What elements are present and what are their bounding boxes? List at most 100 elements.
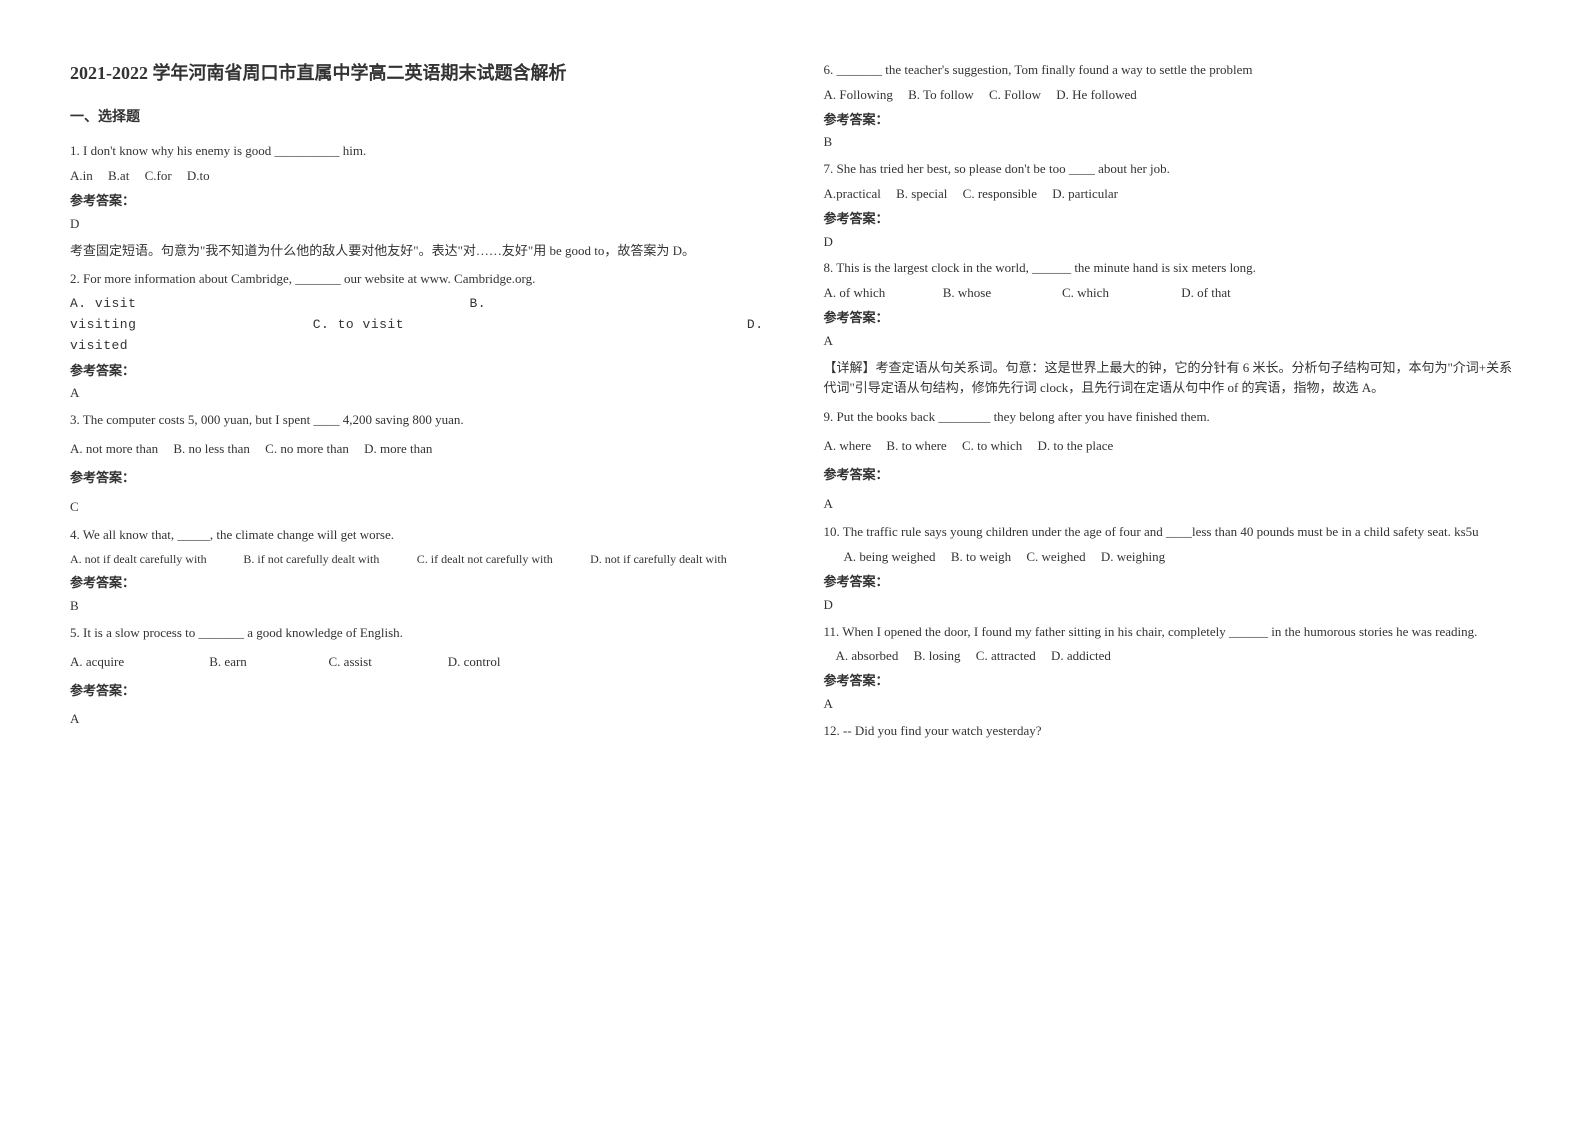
q8-explanation: 【详解】考查定语从句关系词。句意：这是世界上最大的钟，它的分针有 6 米长。分析… [824, 358, 1518, 400]
q4-answer: B [70, 596, 764, 617]
q3-opt-b: B. no less than [173, 439, 250, 460]
q1-options: A.in B.at C.for D.to [70, 166, 764, 187]
q3-opt-a: A. not more than [70, 439, 158, 460]
q3-answer-label: 参考答案： [70, 468, 764, 489]
q7-opt-a: A.practical [824, 184, 881, 205]
question-11: 11. When I opened the door, I found my f… [824, 622, 1518, 715]
q5-opt-d: D. control [448, 652, 501, 673]
q11-answer: A [824, 694, 1518, 715]
q11-options: A. absorbed B. losing C. attracted D. ad… [824, 646, 1518, 667]
q11-opt-c: C. attracted [976, 646, 1036, 667]
q11-text: 11. When I opened the door, I found my f… [824, 622, 1518, 643]
q1-answer: D [70, 214, 764, 235]
q2-opt-b-text: visiting [70, 315, 313, 336]
q2-opt-b-marker: B. [382, 294, 763, 315]
q3-text: 3. The computer costs 5, 000 yuan, but I… [70, 410, 764, 431]
q6-opt-c: C. Follow [989, 85, 1041, 106]
q8-opt-b: B. whose [943, 283, 1043, 304]
q6-answer-label: 参考答案： [824, 110, 1518, 131]
q3-opt-d: D. more than [364, 439, 432, 460]
right-column: 6. _______ the teacher's suggestion, Tom… [824, 60, 1518, 748]
q8-answer: A [824, 331, 1518, 352]
q8-answer-label: 参考答案： [824, 308, 1518, 329]
q9-options: A. where B. to where C. to which D. to t… [824, 436, 1518, 457]
q6-text: 6. _______ the teacher's suggestion, Tom… [824, 60, 1518, 81]
q10-answer-label: 参考答案： [824, 572, 1518, 593]
q10-opt-c: C. weighed [1026, 547, 1085, 568]
q5-answer: A [70, 709, 764, 730]
q11-opt-d: D. addicted [1051, 646, 1111, 667]
q9-answer-label: 参考答案： [824, 465, 1518, 486]
q2-answer-label: 参考答案： [70, 361, 764, 382]
q3-options: A. not more than B. no less than C. no m… [70, 439, 764, 460]
q6-opt-b: B. To follow [908, 85, 974, 106]
q2-answer: A [70, 383, 764, 404]
q9-opt-a: A. where [824, 436, 872, 457]
q11-opt-b: B. losing [914, 646, 961, 667]
q5-text: 5. It is a slow process to _______ a goo… [70, 623, 764, 644]
q4-opt-b: B. if not carefully dealt with [243, 550, 416, 569]
q8-opt-d: D. of that [1181, 283, 1230, 304]
q11-opt-a: A. absorbed [836, 646, 899, 667]
q1-answer-label: 参考答案： [70, 191, 764, 212]
question-1: 1. I don't know why his enemy is good __… [70, 141, 764, 261]
q9-answer: A [824, 494, 1518, 515]
q4-answer-label: 参考答案： [70, 573, 764, 594]
document-title: 2021-2022 学年河南省周口市直属中学高二英语期末试题含解析 [70, 60, 764, 87]
q8-text: 8. This is the largest clock in the worl… [824, 258, 1518, 279]
q4-opt-c: C. if dealt not carefully with [417, 550, 590, 569]
q3-answer: C [70, 497, 764, 518]
q5-opt-a: A. acquire [70, 652, 190, 673]
q2-opt-c: C. to visit [313, 315, 521, 336]
page-container: 2021-2022 学年河南省周口市直属中学高二英语期末试题含解析 一、选择题 … [70, 60, 1517, 748]
q1-opt-c: C.for [145, 166, 172, 187]
q10-text: 10. The traffic rule says young children… [824, 522, 1518, 543]
q10-opt-b: B. to weigh [951, 547, 1011, 568]
q6-options: A. Following B. To follow C. Follow D. H… [824, 85, 1518, 106]
q2-opt-d-marker: D. [521, 315, 764, 336]
question-3: 3. The computer costs 5, 000 yuan, but I… [70, 410, 764, 517]
q6-opt-a: A. Following [824, 85, 893, 106]
q2-text-content: 2. For more information about Cambridge,… [70, 271, 535, 286]
q8-options: A. of which B. whose C. which D. of that [824, 283, 1518, 304]
q10-opt-a: A. being weighed [844, 547, 936, 568]
q7-answer: D [824, 232, 1518, 253]
q5-opt-b: B. earn [209, 652, 309, 673]
q4-opt-d: D. not if carefully dealt with [590, 550, 763, 569]
question-10: 10. The traffic rule says young children… [824, 522, 1518, 615]
q6-opt-d: D. He followed [1056, 85, 1137, 106]
question-2: 2. For more information about Cambridge,… [70, 269, 764, 404]
q9-text: 9. Put the books back ________ they belo… [824, 407, 1518, 428]
q7-answer-label: 参考答案： [824, 209, 1518, 230]
q12-text: 12. -- Did you find your watch yesterday… [824, 721, 1518, 742]
section-header: 一、选择题 [70, 107, 764, 129]
q7-opt-c: C. responsible [963, 184, 1037, 205]
q1-explanation: 考查固定短语。句意为"我不知道为什么他的敌人要对他友好"。表达"对……友好"用 … [70, 241, 764, 262]
q9-opt-c: C. to which [962, 436, 1022, 457]
q6-answer: B [824, 132, 1518, 153]
question-12: 12. -- Did you find your watch yesterday… [824, 721, 1518, 742]
q2-opt-a: A. visit [70, 294, 382, 315]
q2-opt-d-text: visited [70, 338, 128, 353]
question-5: 5. It is a slow process to _______ a goo… [70, 623, 764, 730]
q1-text: 1. I don't know why his enemy is good __… [70, 141, 764, 162]
question-7: 7. She has tried her best, so please don… [824, 159, 1518, 252]
q10-answer: D [824, 595, 1518, 616]
q4-opt-a: A. not if dealt carefully with [70, 550, 243, 569]
left-column: 2021-2022 学年河南省周口市直属中学高二英语期末试题含解析 一、选择题 … [70, 60, 764, 748]
q1-opt-d: D.to [187, 166, 210, 187]
q4-text: 4. We all know that, _____, the climate … [70, 525, 764, 546]
question-8: 8. This is the largest clock in the worl… [824, 258, 1518, 399]
q5-answer-label: 参考答案： [70, 681, 764, 702]
q2-options: A. visit B. visiting C. to visit D. visi… [70, 294, 764, 356]
question-6: 6. _______ the teacher's suggestion, Tom… [824, 60, 1518, 153]
q5-options: A. acquire B. earn C. assist D. control [70, 652, 764, 673]
q9-opt-d: D. to the place [1038, 436, 1114, 457]
q9-opt-b: B. to where [886, 436, 946, 457]
q10-opt-d: D. weighing [1101, 547, 1165, 568]
q4-options: A. not if dealt carefully with B. if not… [70, 550, 764, 569]
q7-opt-d: D. particular [1052, 184, 1118, 205]
q7-options: A.practical B. special C. responsible D.… [824, 184, 1518, 205]
q1-opt-b: B.at [108, 166, 129, 187]
question-9: 9. Put the books back ________ they belo… [824, 407, 1518, 514]
